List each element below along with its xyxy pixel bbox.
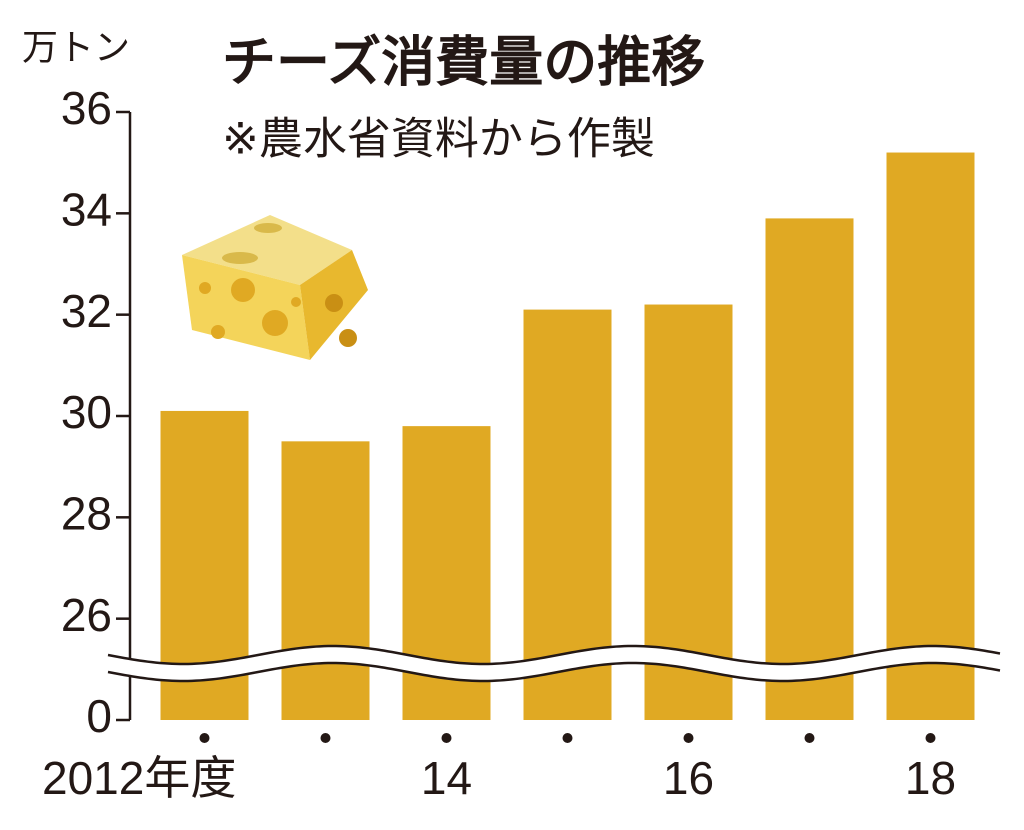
y-tick-label: 36 [61, 82, 112, 134]
y-tick-label: 0 [86, 690, 112, 742]
x-tick-label: 18 [905, 752, 956, 804]
category-dot [320, 733, 331, 743]
category-dot [683, 733, 694, 743]
x-tick-label: 16 [663, 752, 714, 804]
axis-break-line [107, 644, 1001, 666]
category-dot [441, 733, 452, 743]
y-axis-unit: 万トン [22, 27, 130, 68]
bar [281, 441, 370, 720]
y-tick-label: 32 [61, 285, 112, 337]
y-tick-label: 26 [61, 589, 112, 641]
category-dot [199, 733, 210, 743]
bar [886, 152, 975, 721]
category-dot [562, 733, 573, 743]
chart-subtitle: ※農水省資料から作製 [222, 115, 655, 164]
bar [765, 218, 854, 720]
y-tick-label: 28 [61, 487, 112, 539]
axis-break-band [108, 646, 1000, 681]
axis-break-line [107, 661, 1001, 683]
y-tick-label: 30 [61, 386, 112, 438]
category-dot [804, 733, 815, 743]
x-tick-label: 14 [421, 752, 472, 804]
cheese-icon [182, 215, 368, 360]
category-dot [925, 733, 936, 743]
y-tick-label: 34 [61, 183, 112, 235]
x-tick-label: 2012年度 [42, 752, 236, 804]
chart-title: チーズ消費量の推移 [222, 32, 705, 92]
